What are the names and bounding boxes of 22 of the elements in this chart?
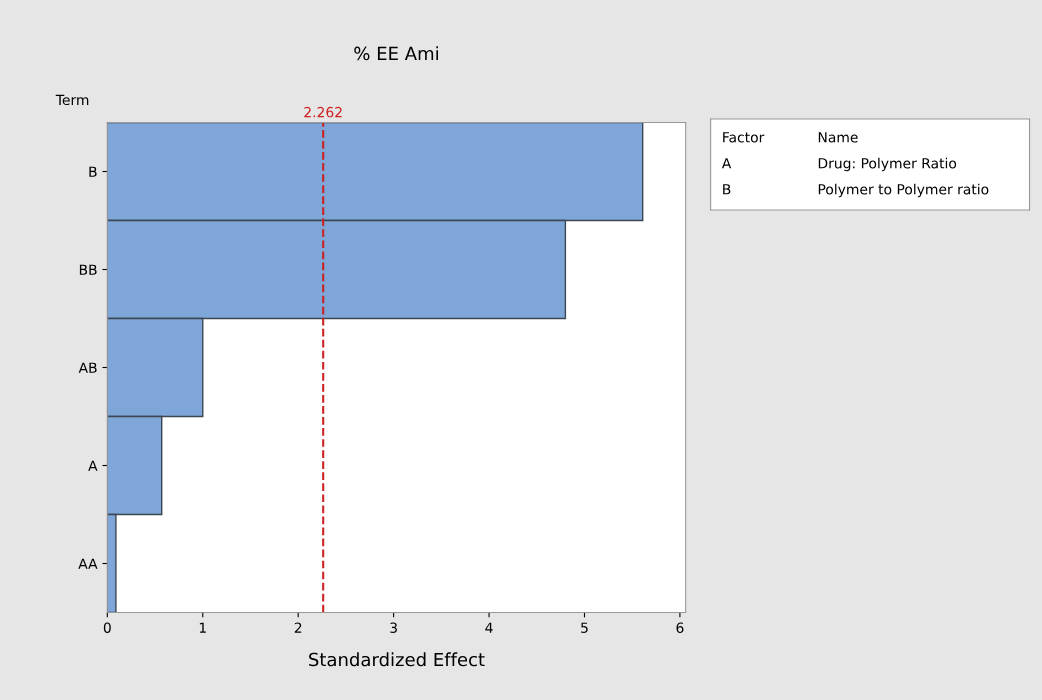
text: Factor bbox=[723, 132, 765, 143]
y-axis-title: Term bbox=[55, 94, 89, 106]
text: A bbox=[721, 158, 732, 169]
y-tick-label: AB bbox=[78, 362, 97, 373]
chart-title: % EE Ami bbox=[354, 46, 438, 61]
x-tick-label: 5 bbox=[581, 622, 588, 633]
text: B bbox=[723, 184, 731, 195]
y-tick-label: B bbox=[89, 166, 97, 177]
y-tick-label: BB bbox=[79, 264, 97, 275]
x-tick-label: 6 bbox=[676, 622, 684, 633]
y-tick-label: AA bbox=[78, 558, 98, 569]
x-tick-label: 0 bbox=[103, 622, 111, 633]
text: Polymer to Polymer ratio bbox=[818, 183, 989, 198]
x-tick-label: 1 bbox=[199, 622, 206, 633]
x-tick-label: 3 bbox=[390, 622, 397, 633]
x-tick-label: 2 bbox=[294, 622, 302, 633]
x-tick-label: 4 bbox=[485, 622, 493, 633]
ref-line-label: 2.262 bbox=[304, 106, 342, 118]
text: Drug: Polymer Ratio bbox=[818, 157, 957, 172]
y-tick-label: A bbox=[88, 460, 98, 471]
x-axis-title: Standardized Effect bbox=[309, 652, 485, 667]
text: Name bbox=[818, 132, 858, 143]
